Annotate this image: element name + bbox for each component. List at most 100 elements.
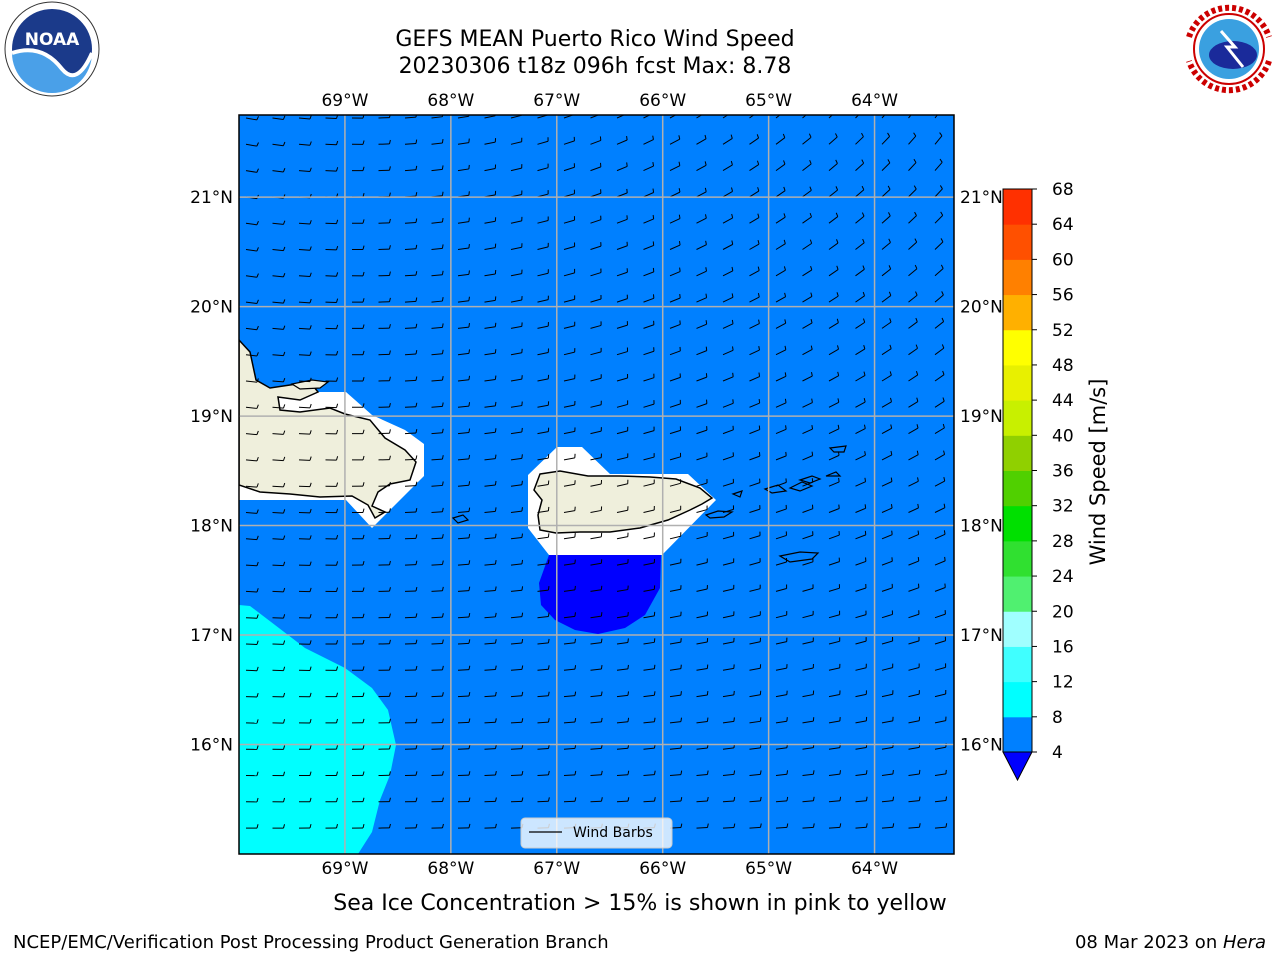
- wind-barb: [563, 348, 576, 356]
- wind-barb: [484, 560, 497, 566]
- wind-barb: [537, 586, 550, 592]
- wind-barb: [962, 797, 973, 802]
- wind-barb: [351, 745, 365, 750]
- lon-tick-label: 69°W: [321, 859, 368, 879]
- wind-barb: [245, 325, 259, 331]
- longitude-labels-top: 69°W 68°W 67°W 66°W 65°W 64°W: [321, 91, 898, 111]
- wind-barb: [616, 321, 628, 329]
- wind-barb: [563, 268, 576, 277]
- wind-barb: [563, 559, 576, 566]
- wind-barb: [855, 451, 866, 461]
- lon-tick-label: 65°W: [745, 91, 792, 111]
- wind-barb: [537, 691, 550, 698]
- wind-barb: [457, 692, 471, 698]
- wind-barb: [908, 557, 920, 566]
- wind-barb: [934, 370, 945, 382]
- wind-barb: [881, 770, 894, 776]
- wind-barb: [749, 478, 761, 487]
- wind-barb: [298, 535, 312, 540]
- wind-barb: [643, 797, 656, 803]
- wind-barb: [404, 297, 418, 303]
- wind-barb: [616, 691, 630, 698]
- wind-barb: [590, 665, 603, 671]
- wind-barb: [802, 557, 814, 566]
- wind-barb: [802, 318, 813, 329]
- wind-barb: [537, 401, 550, 408]
- wind-barb: [563, 480, 576, 487]
- wind-barb: [828, 690, 841, 698]
- wind-barb: [272, 614, 286, 619]
- wind-barb: [934, 132, 943, 145]
- wind-barb: [510, 137, 523, 145]
- wind-barb: [272, 640, 286, 645]
- wind-barb: [298, 141, 312, 146]
- wind-barb: [272, 666, 286, 672]
- wind-barb: [616, 717, 630, 724]
- wind-barb: [510, 269, 523, 277]
- wind-barb: [934, 663, 947, 671]
- wind-barb: [775, 133, 786, 145]
- wind-barb: [272, 220, 286, 225]
- lat-tick-label: 16°N: [960, 736, 1003, 756]
- wind-barb: [590, 585, 603, 592]
- wind-barb: [934, 477, 946, 487]
- wind-barb: [272, 745, 286, 750]
- wind-barb: [749, 558, 761, 566]
- wind-barb: [828, 318, 839, 329]
- wind-barb: [378, 692, 391, 698]
- nws-logo-icon: [1182, 2, 1276, 96]
- wind-barb: [563, 374, 576, 382]
- wind-barb: [272, 325, 286, 330]
- wind-barb: [802, 398, 813, 408]
- wind-barb: [934, 317, 945, 329]
- wind-barb: [669, 161, 681, 172]
- wind-barb: [962, 397, 971, 407]
- wind-barb: [537, 770, 550, 776]
- wind-barb: [802, 823, 815, 829]
- wind-barb: [775, 319, 787, 329]
- wind-barb: [962, 557, 972, 565]
- longitude-labels-bottom: 69°W 68°W 67°W 66°W 65°W 64°W: [321, 859, 898, 879]
- wind-barb: [325, 745, 339, 750]
- wind-barb: [908, 796, 921, 803]
- wind-barb: [962, 477, 972, 486]
- wind-barb: [457, 375, 471, 382]
- wind-barb: [245, 273, 259, 278]
- wind-barb: [696, 240, 707, 250]
- wind-barb: [298, 220, 312, 225]
- wind-barb: [378, 402, 391, 408]
- wind-barb: [855, 265, 865, 277]
- wind-barb: [828, 477, 840, 487]
- wind-barb: [616, 611, 629, 619]
- wind-barb: [669, 373, 681, 382]
- wind-barb: [590, 427, 602, 435]
- wind-barb: [272, 561, 286, 567]
- wind-barb: [431, 665, 444, 671]
- wind-barb: [802, 637, 814, 645]
- wind-barb: [908, 291, 918, 303]
- wind-barb: [643, 585, 656, 592]
- wind-barb: [749, 160, 760, 172]
- wind-barb: [908, 716, 921, 724]
- wind-barb: [696, 426, 708, 435]
- footer-host: Hera: [1222, 932, 1266, 953]
- wind-barb: [378, 324, 391, 329]
- map-frame: [238, 114, 955, 855]
- wind-barb: [298, 561, 312, 566]
- wind-barb: [643, 347, 655, 356]
- wind-barb: [351, 298, 365, 303]
- wind-barb: [298, 272, 312, 278]
- wind-barb: [431, 823, 444, 829]
- colorbar-segment: [1003, 470, 1032, 507]
- wind-barb: [351, 166, 365, 172]
- latitude-labels-right: 21°N 20°N 19°N 18°N 17°N 16°N: [960, 188, 1003, 755]
- wind-barb: [245, 614, 259, 619]
- wind-barb: [908, 424, 919, 435]
- wind-barb: [669, 797, 683, 803]
- wind-barb: [802, 159, 812, 171]
- wind-barb: [643, 691, 656, 698]
- wind-barb: [431, 323, 444, 329]
- wind-barb: [484, 586, 497, 592]
- lat-tick-label: 20°N: [190, 298, 233, 318]
- wind-barb: [802, 425, 814, 435]
